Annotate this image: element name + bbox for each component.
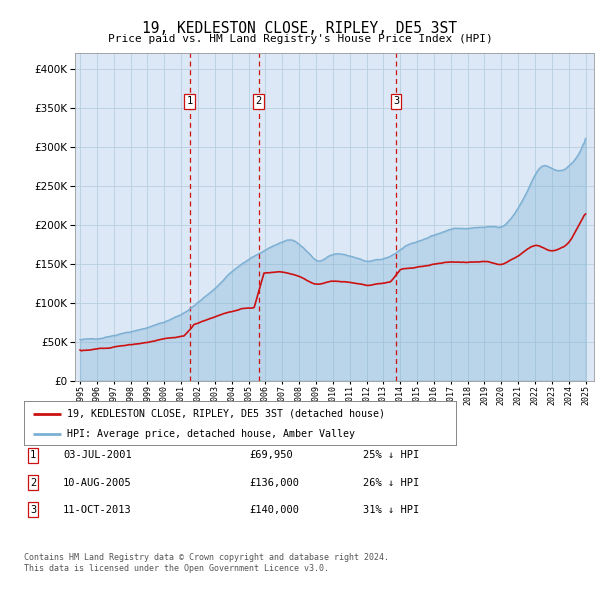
Text: HPI: Average price, detached house, Amber Valley: HPI: Average price, detached house, Ambe… <box>67 430 355 440</box>
Text: Contains HM Land Registry data © Crown copyright and database right 2024.: Contains HM Land Registry data © Crown c… <box>24 553 389 562</box>
Text: £140,000: £140,000 <box>249 505 299 514</box>
Text: 25% ↓ HPI: 25% ↓ HPI <box>363 451 419 460</box>
Text: £136,000: £136,000 <box>249 478 299 487</box>
Text: 1: 1 <box>30 451 36 460</box>
Text: 19, KEDLESTON CLOSE, RIPLEY, DE5 3ST (detached house): 19, KEDLESTON CLOSE, RIPLEY, DE5 3ST (de… <box>67 409 385 418</box>
Text: 31% ↓ HPI: 31% ↓ HPI <box>363 505 419 514</box>
Text: £69,950: £69,950 <box>249 451 293 460</box>
Text: 26% ↓ HPI: 26% ↓ HPI <box>363 478 419 487</box>
Text: 10-AUG-2005: 10-AUG-2005 <box>63 478 132 487</box>
Text: 19, KEDLESTON CLOSE, RIPLEY, DE5 3ST: 19, KEDLESTON CLOSE, RIPLEY, DE5 3ST <box>143 21 458 35</box>
Text: 3: 3 <box>393 96 399 106</box>
Text: 2: 2 <box>256 96 262 106</box>
Text: This data is licensed under the Open Government Licence v3.0.: This data is licensed under the Open Gov… <box>24 565 329 573</box>
Text: Price paid vs. HM Land Registry's House Price Index (HPI): Price paid vs. HM Land Registry's House … <box>107 34 493 44</box>
Text: 03-JUL-2001: 03-JUL-2001 <box>63 451 132 460</box>
Text: 2: 2 <box>30 478 36 487</box>
Text: 3: 3 <box>30 505 36 514</box>
Text: 1: 1 <box>187 96 193 106</box>
Text: 11-OCT-2013: 11-OCT-2013 <box>63 505 132 514</box>
